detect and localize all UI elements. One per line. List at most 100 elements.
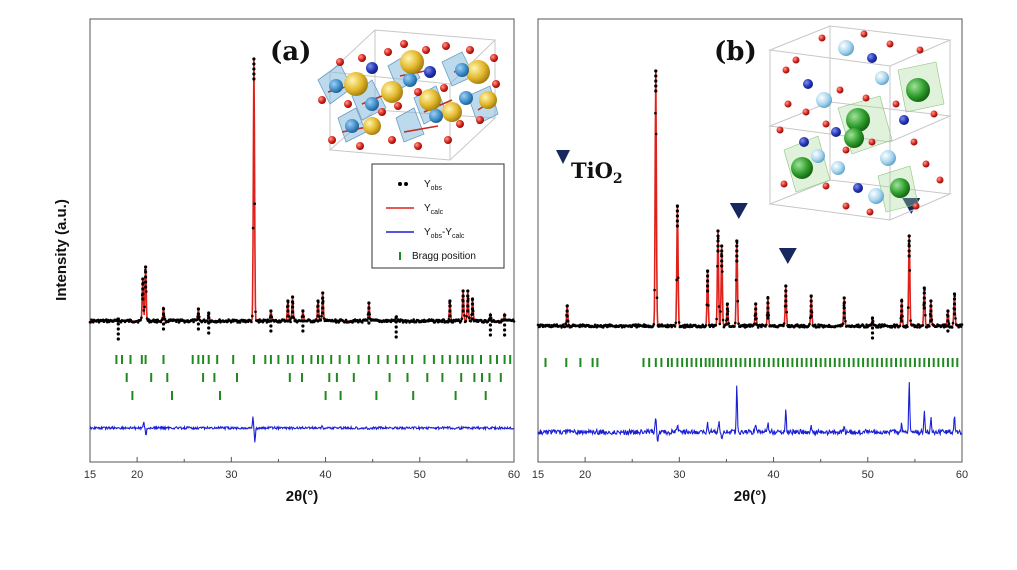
observed-point bbox=[878, 323, 881, 326]
observed-point bbox=[654, 89, 658, 93]
observed-point bbox=[899, 317, 903, 320]
observed-point bbox=[946, 329, 950, 333]
observed-point bbox=[842, 304, 846, 307]
observed-point bbox=[957, 325, 960, 329]
observed-point bbox=[677, 321, 681, 324]
x-tick-label: 50 bbox=[862, 469, 874, 481]
observed-point bbox=[414, 320, 418, 324]
observed-point bbox=[652, 323, 656, 326]
observed-point bbox=[461, 304, 465, 308]
observed-point bbox=[466, 289, 470, 293]
observed-point bbox=[207, 326, 211, 330]
observed-point bbox=[252, 57, 256, 61]
observed-point bbox=[813, 323, 817, 327]
observed-point bbox=[959, 325, 963, 328]
observed-point bbox=[754, 302, 758, 306]
observed-point bbox=[367, 321, 371, 325]
observed-point bbox=[412, 318, 416, 321]
observed-point bbox=[922, 286, 926, 290]
observed-point bbox=[841, 322, 845, 326]
observed-point bbox=[907, 244, 911, 248]
observed-point bbox=[922, 291, 926, 295]
observed-point bbox=[766, 306, 770, 310]
observed-point bbox=[269, 319, 273, 323]
observed-point bbox=[251, 226, 255, 230]
observed-point bbox=[952, 312, 957, 316]
observed-point bbox=[301, 309, 305, 313]
svg-text:Yobs-Ycalc: Yobs-Ycalc bbox=[424, 227, 465, 240]
observed-point bbox=[754, 322, 758, 326]
observed-point bbox=[161, 322, 166, 326]
x-tick-label: 15 bbox=[84, 469, 96, 481]
observed-point bbox=[301, 319, 305, 323]
observed-point bbox=[725, 317, 730, 321]
observed-point bbox=[565, 309, 569, 313]
observed-point bbox=[706, 269, 710, 273]
observed-point bbox=[159, 320, 163, 324]
observed-point bbox=[301, 324, 305, 328]
observed-point bbox=[141, 287, 145, 291]
panel-b: 20 30 40 50 60 15 (b) 2θ(°) TiO2 bbox=[532, 18, 968, 505]
observed-point bbox=[470, 312, 475, 316]
observed-point bbox=[202, 318, 206, 322]
observed-point bbox=[716, 229, 720, 233]
observed-point bbox=[442, 318, 446, 322]
observed-point bbox=[316, 299, 320, 303]
observed-point bbox=[735, 244, 739, 248]
observed-point bbox=[145, 290, 148, 293]
observed-point bbox=[651, 325, 655, 328]
x-tick-label: 50 bbox=[414, 469, 426, 481]
observed-point bbox=[704, 324, 708, 327]
observed-point bbox=[907, 249, 911, 253]
observed-point bbox=[718, 322, 722, 326]
observed-point bbox=[291, 295, 295, 299]
observed-point bbox=[254, 310, 257, 314]
observed-point bbox=[900, 314, 904, 318]
observed-point bbox=[706, 284, 710, 288]
y-axis-title: Intensity (a.u.) bbox=[53, 199, 70, 301]
observed-point bbox=[286, 299, 290, 303]
observed-point bbox=[842, 296, 846, 300]
observed-point bbox=[250, 320, 253, 324]
observed-point bbox=[467, 316, 471, 320]
observed-point bbox=[562, 323, 565, 326]
observed-point bbox=[929, 309, 933, 313]
svg-text:Bragg position: Bragg position bbox=[412, 251, 476, 262]
observed-point bbox=[538, 325, 541, 329]
observed-point bbox=[907, 254, 911, 258]
observed-point bbox=[766, 301, 770, 305]
panel-b-bragg-marks bbox=[544, 358, 959, 367]
observed-point bbox=[503, 328, 507, 332]
panel-a-bragg-marks bbox=[115, 355, 512, 400]
observed-point bbox=[162, 315, 166, 318]
panel-a-crystal-structure-image bbox=[317, 29, 500, 161]
observed-point bbox=[870, 336, 875, 340]
observed-point bbox=[251, 314, 254, 318]
observed-point bbox=[144, 285, 148, 289]
observed-point bbox=[900, 299, 904, 303]
observed-point bbox=[470, 297, 475, 301]
observed-point bbox=[365, 319, 369, 322]
observed-point bbox=[653, 288, 656, 292]
observed-point bbox=[466, 309, 470, 313]
observed-point bbox=[432, 318, 435, 322]
legend-item-calculated: Ycalc bbox=[386, 203, 444, 216]
observed-point bbox=[448, 309, 452, 313]
observed-point bbox=[116, 322, 120, 326]
observed-point bbox=[286, 304, 290, 308]
panel-b-observed bbox=[536, 69, 964, 340]
observed-point bbox=[367, 316, 371, 320]
observed-point bbox=[765, 323, 768, 327]
observed-point bbox=[734, 321, 737, 325]
x-tick-label: 20 bbox=[131, 469, 143, 481]
observed-point bbox=[394, 315, 398, 319]
observed-point bbox=[142, 309, 146, 312]
observed-point bbox=[116, 317, 120, 321]
observed-point bbox=[842, 311, 846, 315]
observed-point bbox=[654, 84, 658, 88]
observed-point bbox=[907, 234, 911, 238]
observed-point bbox=[842, 316, 846, 320]
observed-point bbox=[921, 324, 925, 327]
svg-text:TiO2: TiO2 bbox=[571, 158, 623, 187]
difference-line-b bbox=[537, 382, 963, 442]
